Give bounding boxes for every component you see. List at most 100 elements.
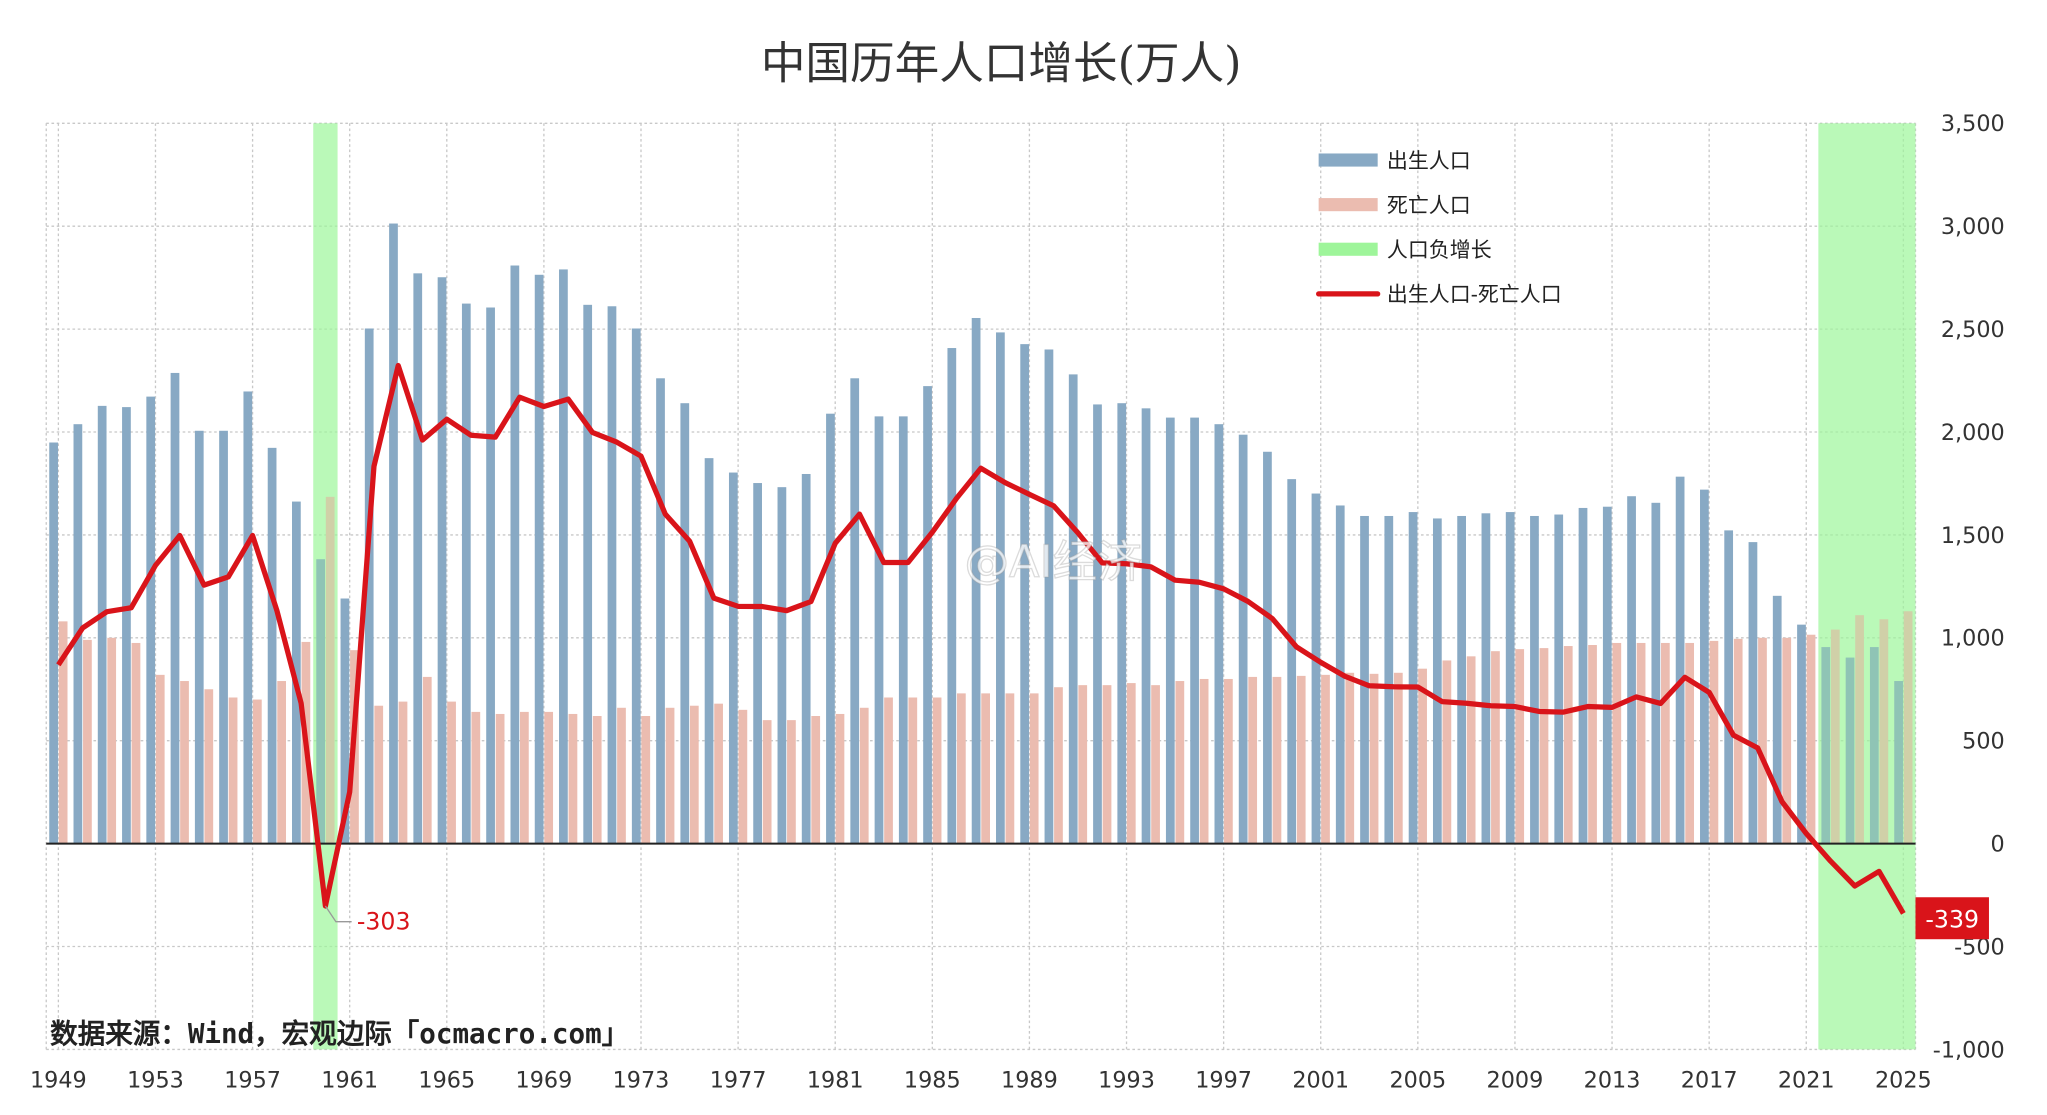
birth-bar-1970 — [559, 269, 568, 844]
death-bar-2009 — [1515, 649, 1525, 844]
birth-bar-1967 — [486, 307, 495, 844]
birth-bar-1977 — [728, 472, 738, 844]
chart-title: 中国历年人口增长(万人) — [761, 38, 1242, 90]
birth-bar-1985 — [923, 386, 932, 844]
birth-bar-2022 — [1821, 647, 1831, 844]
x-tick-label: 1961 — [321, 1067, 378, 1093]
legend-swatch — [1318, 198, 1378, 212]
annotation-leader — [324, 905, 352, 923]
birth-bar-1989 — [1020, 344, 1030, 844]
birth-bar-1995 — [1165, 417, 1175, 844]
x-tick-label: 1969 — [516, 1067, 573, 1093]
death-bar-1957 — [252, 699, 262, 844]
death-bar-2017 — [1709, 640, 1719, 844]
death-bar-2008 — [1491, 651, 1500, 844]
birth-bar-2025 — [1894, 681, 1903, 844]
birth-bar-1996 — [1190, 417, 1199, 844]
x-tick-label: 1973 — [613, 1067, 670, 1093]
source-note: 数据来源：Wind，宏观边际「ocmacro.com」 — [50, 1018, 629, 1050]
birth-bar-1961 — [340, 598, 350, 844]
death-bar-1964 — [422, 676, 432, 844]
y-tick-label: -1,000 — [1933, 1037, 2005, 1063]
death-bar-2003 — [1369, 673, 1379, 844]
birth-bar-2001 — [1311, 493, 1321, 844]
death-bar-1983 — [884, 697, 893, 844]
birth-bar-1972 — [607, 306, 617, 844]
shaded-region — [1818, 123, 1916, 1050]
death-bar-1960 — [325, 496, 335, 844]
negative-growth-overlay — [313, 123, 1916, 1050]
death-bar-1950 — [83, 639, 92, 844]
legend-swatch — [1318, 242, 1378, 256]
death-bar-1988 — [1005, 693, 1015, 844]
birth-bar-1999 — [1263, 451, 1272, 844]
death-bar-1972 — [617, 707, 626, 844]
x-tick-label: 1981 — [807, 1067, 864, 1093]
annotations: -303 -339 — [58, 365, 1989, 940]
death-bar-1962 — [374, 705, 384, 844]
death-bar-2024 — [1879, 619, 1889, 844]
death-bar-1955 — [204, 689, 214, 844]
death-bar-2021 — [1806, 634, 1816, 844]
grid — [45, 122, 1917, 1051]
birth-bar-1980 — [801, 473, 811, 844]
death-bar-1966 — [471, 711, 481, 844]
birth-bar-1954 — [170, 372, 180, 844]
death-bar-1992 — [1102, 685, 1112, 844]
death-bar-1996 — [1199, 678, 1209, 844]
death-bar-2015 — [1660, 642, 1670, 844]
death-bar-2019 — [1758, 637, 1767, 844]
birth-bar-2011 — [1554, 514, 1564, 844]
death-bar-1997 — [1224, 678, 1233, 844]
birth-bar-1981 — [826, 413, 835, 844]
death-bar-2013 — [1612, 642, 1622, 844]
shaded-region-overlay — [313, 123, 338, 1050]
birth-bar-1973 — [631, 328, 641, 844]
death-bar-2001 — [1321, 674, 1330, 844]
death-bar-1971 — [592, 716, 602, 844]
death-bar-1956 — [228, 697, 238, 844]
y-tick-label: 1,500 — [1941, 523, 2005, 549]
birth-bar-1956 — [219, 430, 228, 844]
birth-bar-1998 — [1238, 434, 1248, 844]
death-bar-2005 — [1418, 668, 1427, 844]
birth-bar-1968 — [510, 265, 520, 844]
death-bar-1975 — [689, 705, 699, 844]
birth-bar-1971 — [583, 304, 593, 844]
death-bar-2011 — [1563, 646, 1573, 844]
birth-bar-1986 — [947, 348, 957, 844]
annotation-label-2025: -339 — [1925, 905, 1979, 933]
x-tick-label: 1985 — [904, 1067, 961, 1093]
death-bar-2007 — [1466, 656, 1476, 844]
death-bar-1976 — [714, 703, 723, 844]
x-tick-label: 1989 — [1001, 1067, 1058, 1093]
y-tick-label: 0 — [1991, 831, 2005, 857]
death-bar-1974 — [665, 707, 675, 844]
birth-bar-1992 — [1093, 404, 1102, 844]
x-tick-label: 2013 — [1584, 1067, 1641, 1093]
birth-bar-2005 — [1408, 512, 1418, 844]
birth-bar-2023 — [1845, 657, 1855, 844]
birth-bar-1953 — [146, 396, 156, 844]
death-bar-1979 — [787, 720, 796, 844]
y-axis-ticks: 3,5003,0002,5002,0001,5001,0005000-500-1… — [1933, 111, 2005, 1063]
death-bar-1999 — [1272, 676, 1282, 844]
birth-bar-1966 — [461, 303, 471, 844]
birth-bar-2004 — [1384, 515, 1394, 844]
death-bar-1965 — [447, 701, 456, 844]
death-bar-1985 — [932, 697, 942, 844]
birth-bar-1979 — [777, 487, 787, 844]
watermark: @AI经济 — [964, 536, 1141, 588]
x-tick-label: 1993 — [1098, 1067, 1155, 1093]
death-bar-2016 — [1685, 642, 1695, 844]
x-tick-label: 1977 — [710, 1067, 767, 1093]
birth-bar-2021 — [1797, 624, 1806, 844]
death-bar-1958 — [277, 681, 286, 844]
death-bar-2025 — [1903, 611, 1913, 844]
death-bar-1951 — [107, 637, 117, 844]
x-tick-label: 2025 — [1875, 1067, 1932, 1093]
birth-bar-2015 — [1651, 502, 1661, 844]
shaded-region-overlay — [1818, 123, 1916, 1050]
legend-label: 出生人口 — [1387, 149, 1471, 173]
death-bar-2020 — [1782, 637, 1792, 844]
